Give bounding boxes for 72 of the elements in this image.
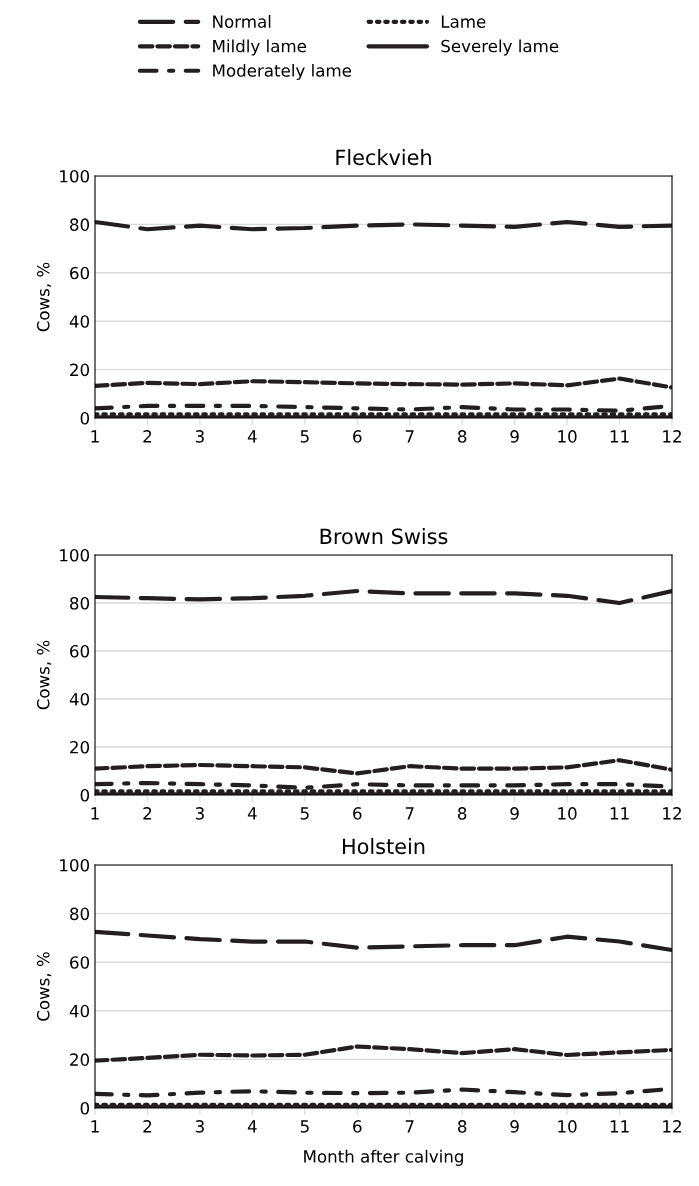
x-tick-label: 3 (195, 807, 204, 820)
legend-label: Mildly lame (213, 39, 307, 56)
x-tick-label: 9 (510, 430, 519, 443)
y-tick-label: 80 (70, 907, 90, 921)
x-tick-label: 6 (353, 1120, 362, 1133)
legend-label: Moderately lame (213, 63, 352, 81)
x-tick-label: 3 (195, 1120, 204, 1133)
y-tick-label: 100 (60, 169, 90, 183)
line-series (95, 376, 672, 390)
y-tick-label: 100 (60, 548, 90, 562)
x-tick-label: 9 (510, 807, 519, 820)
y-tick-label: 80 (70, 596, 90, 610)
x-tick-label: 8 (458, 807, 467, 820)
chart-title: Fleckvieh (336, 149, 431, 166)
line-series (95, 758, 672, 776)
line-series (95, 929, 672, 953)
x-tick-label: 5 (300, 807, 309, 820)
x-axis-title: Month after calving (304, 1149, 463, 1166)
x-tick-label: 1 (91, 807, 99, 820)
x-tick-label: 6 (353, 430, 362, 443)
y-tick-label: 0 (80, 788, 90, 802)
legend-label: Normal (213, 15, 271, 28)
x-tick-label: 4 (247, 1120, 257, 1133)
x-tick-label: 12 (663, 430, 681, 443)
x-tick-label: 7 (405, 1120, 414, 1133)
y-tick-label: 60 (70, 956, 90, 969)
legend-label: Lame (441, 15, 486, 28)
line-series (95, 1044, 672, 1063)
y-axis-title: Cows, % (36, 640, 52, 710)
x-tick-label: 3 (195, 430, 204, 443)
chart-title: Holstein (343, 838, 425, 855)
x-tick-label: 8 (458, 430, 467, 443)
x-tick-label: 10 (558, 430, 577, 443)
y-tick-label: 0 (80, 1101, 90, 1115)
x-tick-label: 12 (663, 807, 681, 820)
x-tick-label: 10 (558, 807, 577, 820)
y-tick-label: 20 (70, 740, 90, 754)
legend-label: Severely lame (441, 39, 559, 56)
chart-title: Brown Swiss (320, 528, 448, 545)
x-tick-label: 12 (663, 1120, 681, 1133)
x-tick-label: 1 (91, 430, 99, 443)
x-tick-label: 11 (610, 807, 629, 820)
y-tick-label: 20 (70, 1053, 90, 1066)
x-tick-label: 5 (300, 1120, 309, 1133)
y-tick-label: 20 (70, 363, 90, 377)
x-tick-label: 7 (405, 807, 414, 820)
x-tick-label: 11 (610, 430, 629, 443)
x-tick-label: 8 (458, 1120, 467, 1133)
y-tick-label: 60 (70, 266, 90, 280)
x-tick-label: 4 (247, 430, 257, 443)
line-series (95, 219, 672, 232)
x-tick-label: 2 (143, 1120, 152, 1133)
y-axis-title: Cows, % (36, 262, 52, 332)
x-tick-label: 1 (91, 1120, 99, 1133)
y-tick-label: 40 (69, 1004, 90, 1018)
x-tick-label: 11 (610, 1120, 629, 1133)
y-tick-label: 40 (69, 692, 90, 706)
x-tick-label: 10 (558, 1120, 577, 1133)
y-tick-label: 60 (70, 644, 90, 658)
y-tick-label: 0 (80, 411, 90, 425)
x-tick-label: 2 (143, 807, 152, 820)
x-tick-label: 2 (143, 430, 152, 443)
x-tick-label: 6 (353, 807, 362, 820)
x-tick-label: 7 (405, 430, 414, 443)
line-series (95, 588, 672, 606)
x-tick-label: 4 (247, 807, 257, 820)
x-tick-label: 5 (300, 430, 309, 443)
y-tick-label: 100 (60, 858, 90, 872)
y-axis-title: Cows, % (36, 952, 52, 1021)
y-tick-label: 80 (70, 218, 90, 231)
x-tick-label: 9 (510, 1120, 519, 1133)
y-tick-label: 40 (69, 315, 90, 328)
